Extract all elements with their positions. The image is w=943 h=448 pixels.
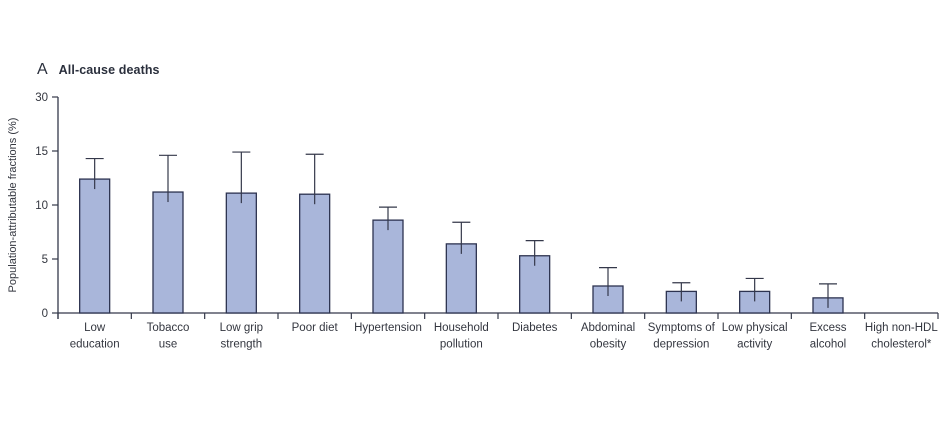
y-tick-label: 15 bbox=[35, 146, 48, 158]
y-tick-label: 30 bbox=[35, 92, 48, 104]
category-label: Hypertension bbox=[354, 322, 422, 334]
bar bbox=[299, 193, 331, 314]
bar bbox=[79, 178, 111, 314]
panel-title: A All-cause deaths bbox=[37, 61, 160, 79]
category-label: Poor diet bbox=[292, 322, 339, 334]
category-label: Symptoms of depression bbox=[648, 322, 716, 351]
category-label: Low grip strength bbox=[220, 322, 263, 351]
panel-title-text: All-cause deaths bbox=[58, 63, 160, 77]
category-label: High non-HDL cholesterol* bbox=[865, 322, 938, 351]
category-label: Low education bbox=[70, 322, 120, 351]
bar bbox=[592, 285, 624, 314]
panel-letter: A bbox=[37, 61, 48, 78]
category-label: Low physical activity bbox=[722, 322, 788, 351]
category-label: Excess alcohol bbox=[809, 322, 846, 351]
bar bbox=[372, 219, 404, 314]
bar bbox=[225, 192, 257, 314]
category-label: Diabetes bbox=[512, 322, 558, 334]
bar bbox=[152, 191, 184, 314]
category-label: Tobacco use bbox=[147, 322, 190, 351]
bar bbox=[445, 243, 477, 314]
y-tick-label: 0 bbox=[42, 308, 48, 320]
y-tick-label: 5 bbox=[42, 254, 48, 266]
category-label: Abdominal obesity bbox=[581, 322, 635, 351]
category-label: Household pollution bbox=[434, 322, 489, 351]
y-tick-label: 10 bbox=[35, 200, 48, 212]
